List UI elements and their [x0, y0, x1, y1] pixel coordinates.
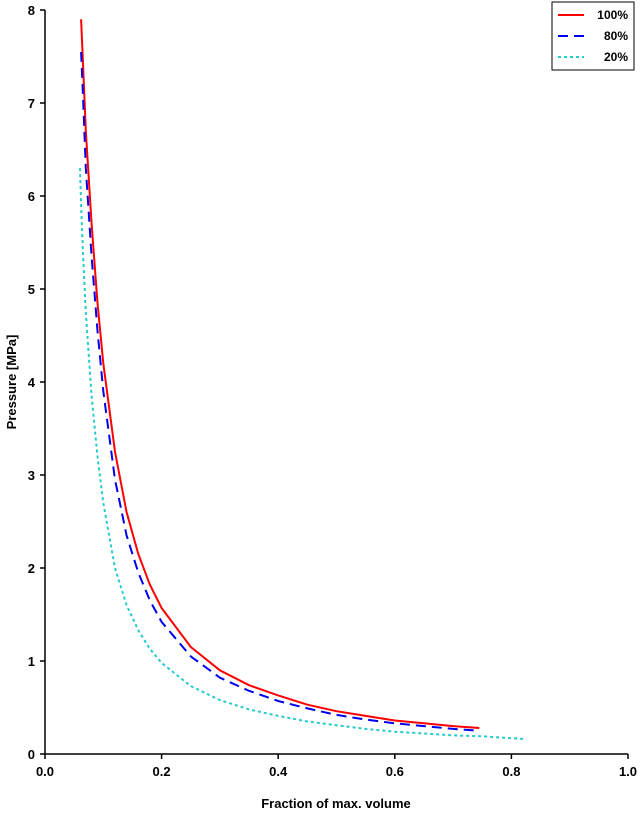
- x-tick-label: 0.8: [502, 764, 520, 779]
- legend-label: 80%: [604, 29, 628, 43]
- legend-label: 100%: [597, 8, 628, 22]
- axes: [44, 10, 628, 755]
- y-tick-label: 1: [28, 654, 35, 669]
- y-tick-label: 8: [28, 3, 35, 18]
- series-line-80pct: [80, 51, 480, 732]
- x-axis-title: Fraction of max. volume: [261, 796, 411, 811]
- legend: 100% 80% 20%: [551, 1, 635, 71]
- ticks: [40, 9, 629, 759]
- x-tick-label: 0.6: [386, 764, 404, 779]
- y-tick-label: 3: [28, 468, 35, 483]
- legend-label: 20%: [604, 50, 628, 64]
- y-tick-label: 2: [28, 561, 35, 576]
- tick-labels: 0.0 0.2 0.4 0.6 0.8 1.0 0 1 2 3 4 5 6 7 8: [28, 3, 637, 779]
- y-tick-label: 5: [28, 282, 35, 297]
- y-axis-title: Pressure [MPa]: [4, 335, 19, 430]
- series-line-20pct: [79, 168, 527, 741]
- x-tick-label: 0.0: [36, 764, 54, 779]
- y-tick-label: 6: [28, 189, 35, 204]
- y-tick-label: 4: [28, 375, 36, 390]
- x-tick-label: 0.2: [153, 764, 171, 779]
- series-line-100pct: [80, 19, 480, 729]
- x-tick-label: 0.4: [269, 764, 288, 779]
- series-lines: [79, 19, 527, 741]
- y-tick-label: 7: [28, 96, 35, 111]
- x-tick-label: 1.0: [619, 764, 637, 779]
- y-tick-label: 0: [28, 747, 35, 762]
